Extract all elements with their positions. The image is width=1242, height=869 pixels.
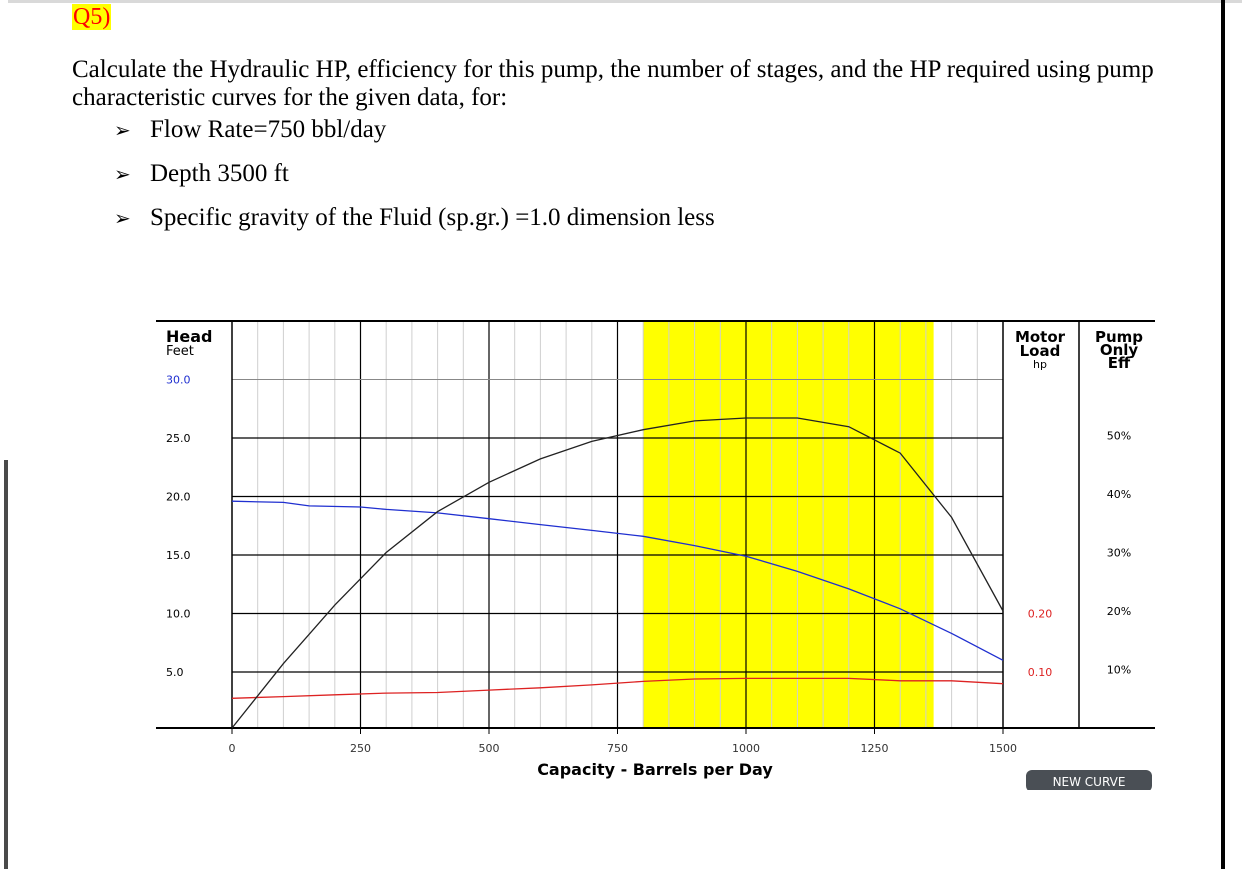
grid <box>232 321 1003 728</box>
new-curve-button-bg[interactable] <box>1026 770 1152 790</box>
axis-labels: 30.0 25.0 20.0 15.0 10.0 5.0 0.20 0.10 50% 40% 30%… <box>166 374 1131 756</box>
eff-axis-title-3: Eff <box>1108 354 1131 372</box>
x-tick-label: 0 <box>229 742 236 755</box>
page-left-margin <box>0 0 8 869</box>
list-item: ➢ Specific gravity of the Fluid (sp.gr.)… <box>114 204 715 232</box>
eff-axis-title: Pump <box>1095 328 1143 346</box>
head-tick-label: 15.0 <box>166 549 191 562</box>
motor-tick-label: 0.20 <box>1028 608 1053 621</box>
motor-tick-label: 0.10 <box>1028 666 1053 679</box>
eff-tick-label: 40% <box>1107 488 1131 501</box>
motor-axis-title-2: Load <box>1020 342 1061 360</box>
pump-curve-chart: 30.0 25.0 20.0 15.0 10.0 5.0 0.20 0.10 50% 40% 30%… <box>156 320 1155 790</box>
eff-tick-label: 30% <box>1107 547 1131 560</box>
page-top-edge <box>0 0 1242 3</box>
eff-tick-label: 20% <box>1107 605 1131 618</box>
arrow-bullet-icon: ➢ <box>114 162 131 186</box>
recommended-range-rect <box>643 321 934 728</box>
motor-load-curve <box>231 677 1004 699</box>
bullet-text: Depth 3500 ft <box>150 160 289 187</box>
new-curve-button-label[interactable]: NEW CURVE <box>1053 775 1126 789</box>
head-curve <box>231 500 1004 661</box>
head-tick-label: 20.0 <box>166 491 191 504</box>
list-item: ➢ Flow Rate=750 bbl/day <box>114 116 715 144</box>
motor-axis-unit: hp <box>1033 358 1047 371</box>
recommended-range-band <box>643 321 934 728</box>
page-right-border <box>1221 0 1225 869</box>
x-axis-title: Capacity - Barrels per Day <box>537 760 773 779</box>
arrow-bullet-icon: ➢ <box>114 206 131 230</box>
new-curve-button[interactable]: NEW CURVE <box>1026 770 1152 790</box>
arrow-bullet-icon: ➢ <box>114 118 131 142</box>
head-tick-label: 5.0 <box>166 666 184 679</box>
x-tick-label: 1250 <box>861 742 889 755</box>
question-label: Q5) <box>72 4 112 30</box>
eff-axis-title-2: Only <box>1100 341 1139 359</box>
head-axis-title: Head <box>166 327 213 346</box>
head-axis-unit: Feet <box>166 344 194 359</box>
eff-tick-label: 50% <box>1107 430 1131 443</box>
eff-tick-label: 10% <box>1107 664 1131 677</box>
series-lines <box>231 417 1004 729</box>
question-intro: Calculate the Hydraulic HP, efficiency f… <box>72 56 1154 111</box>
list-item: ➢ Depth 3500 ft <box>114 160 715 188</box>
x-tick-label: 1500 <box>989 742 1017 755</box>
bullet-text: Flow Rate=750 bbl/day <box>150 116 387 143</box>
head-tick-label: 25.0 <box>166 432 191 445</box>
x-tick-label: 250 <box>350 742 371 755</box>
bullet-text: Specific gravity of the Fluid (sp.gr.) =… <box>150 204 715 231</box>
given-data-list: ➢ Flow Rate=750 bbl/day ➢ Depth 3500 ft … <box>114 116 715 232</box>
x-tick-label: 500 <box>479 742 500 755</box>
motor-axis-title: Motor <box>1015 328 1066 346</box>
head-tick-label: 10.0 <box>166 608 191 621</box>
x-tick-label: 750 <box>607 742 628 755</box>
head-tick-label: 30.0 <box>166 374 191 387</box>
page-left-border <box>4 460 8 869</box>
efficiency-curve <box>231 417 1004 729</box>
x-tick-label: 1000 <box>732 742 760 755</box>
